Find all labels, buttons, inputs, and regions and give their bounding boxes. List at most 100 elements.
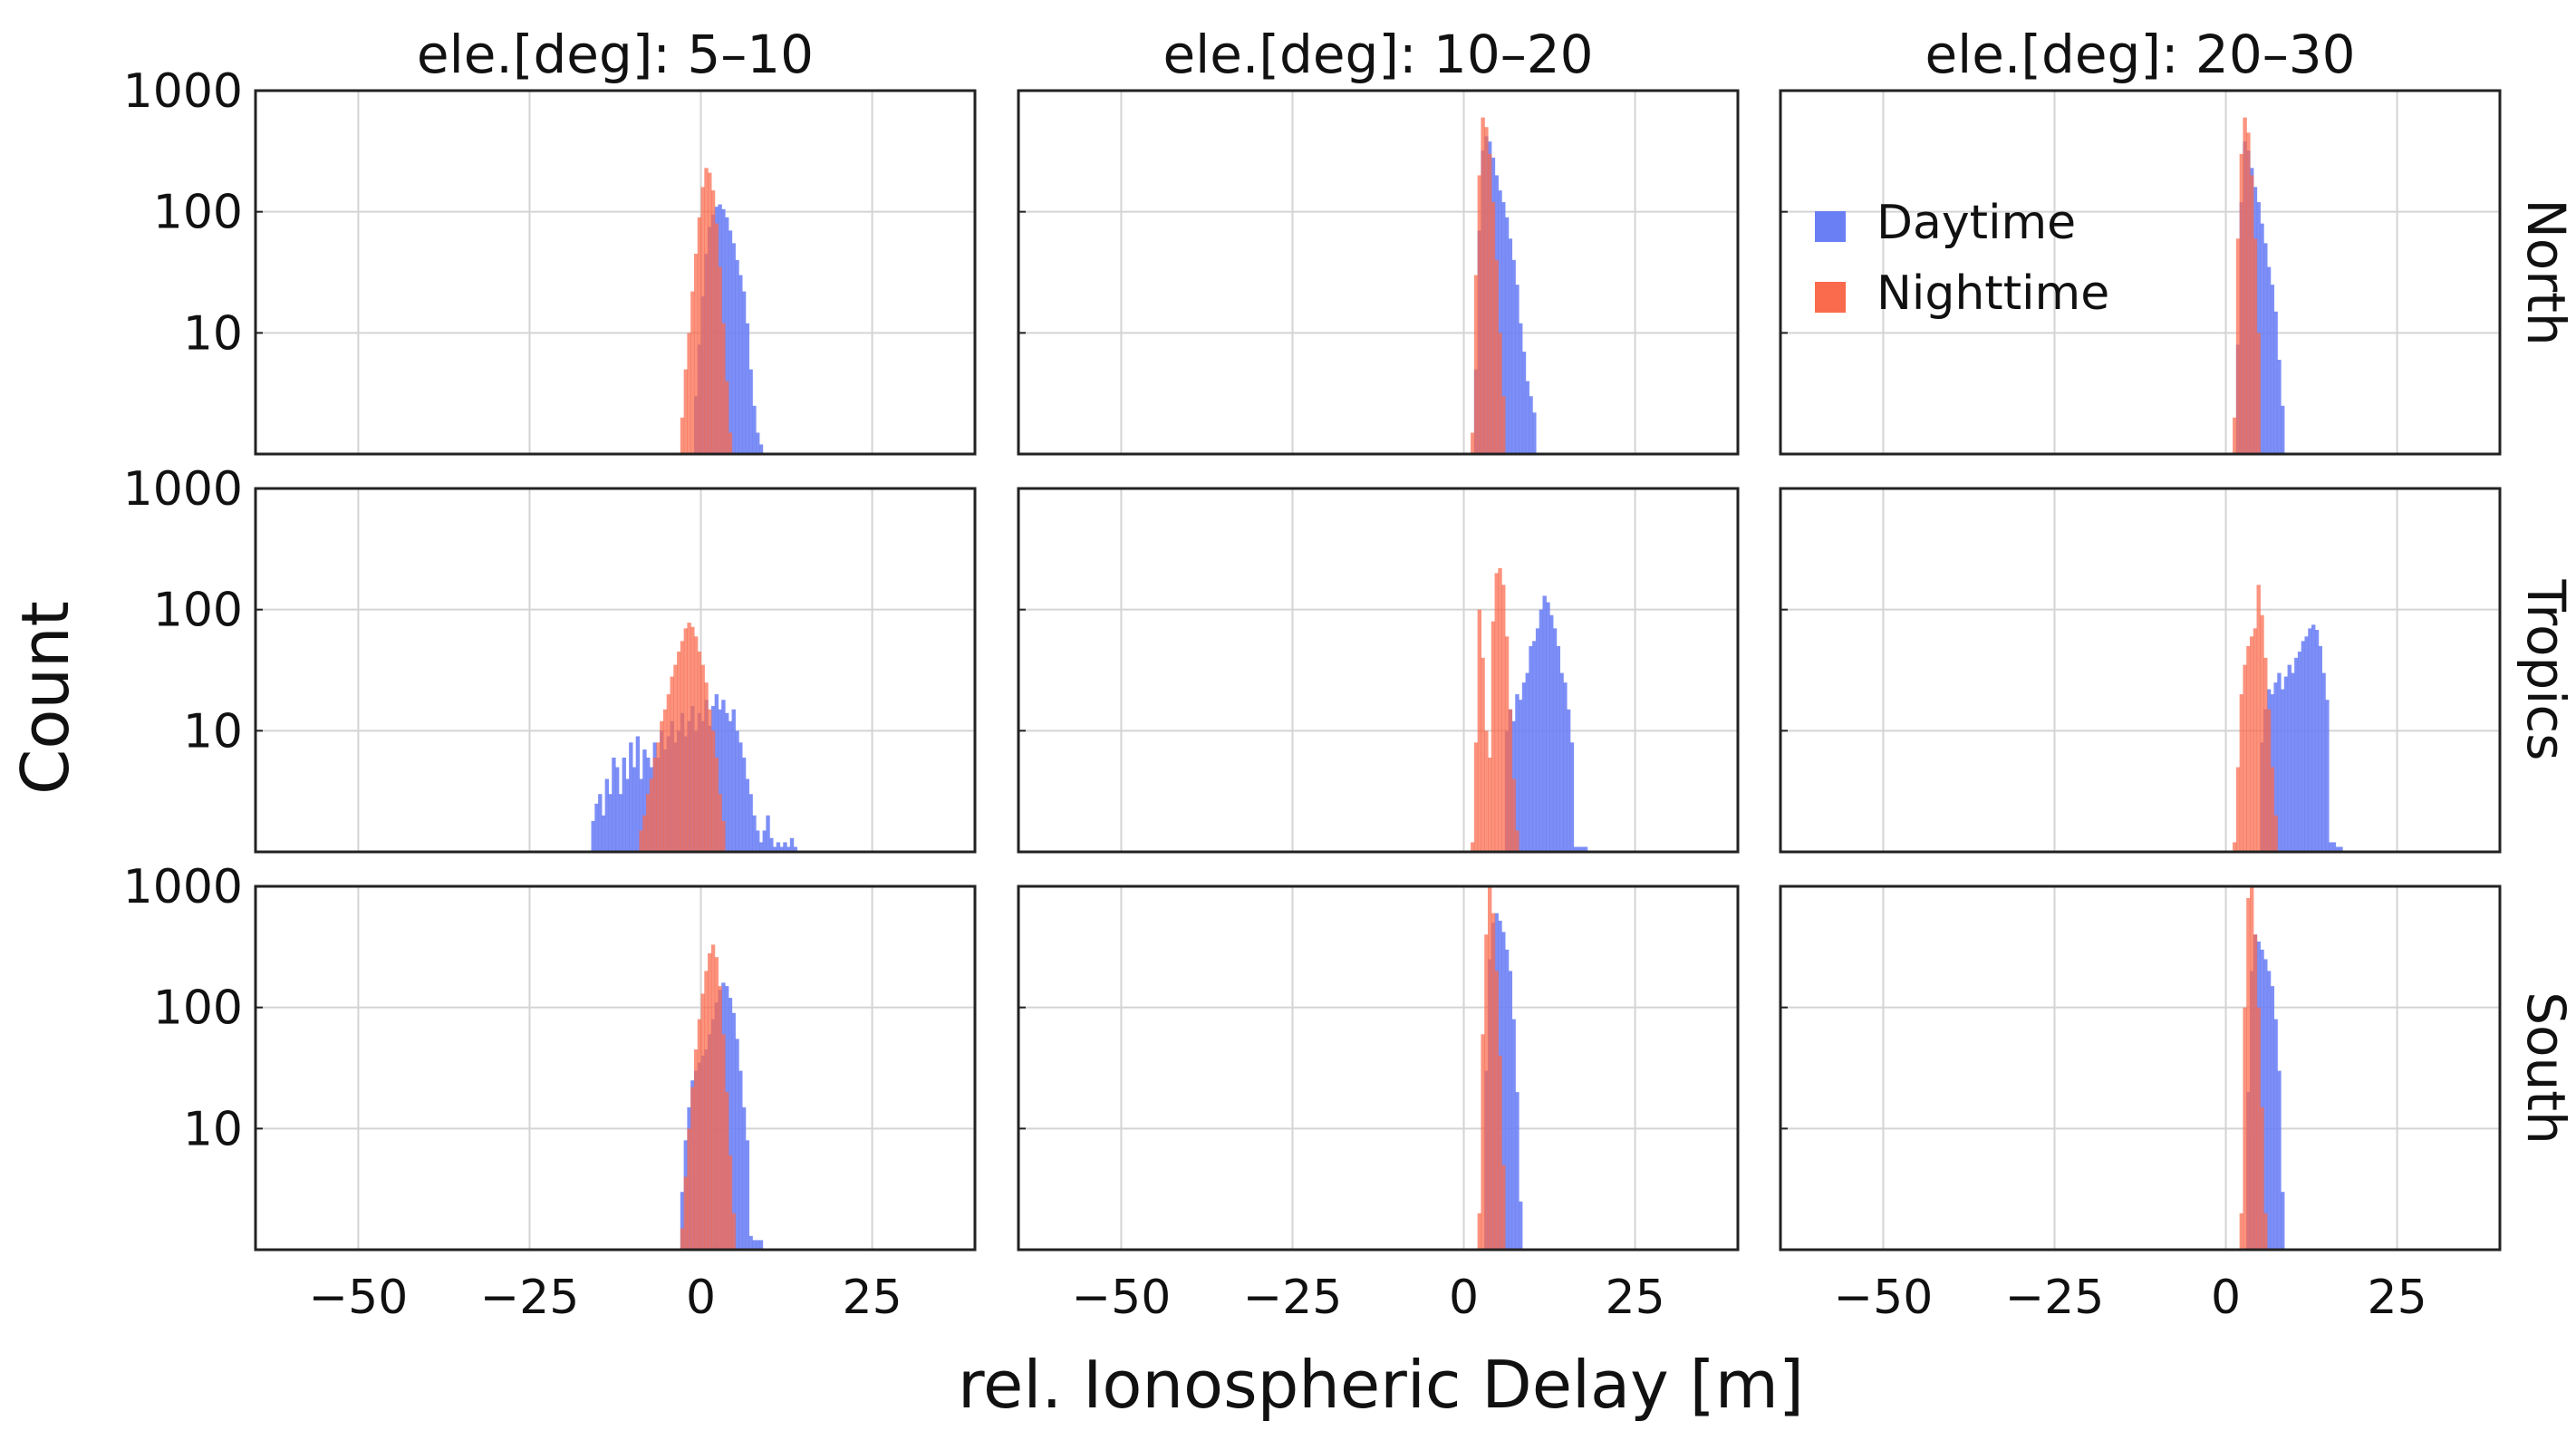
y-tick-label: 10 (183, 1102, 243, 1156)
bar-nighttime (646, 794, 651, 852)
bar-daytime (1504, 217, 1510, 454)
bar-nighttime (683, 628, 688, 852)
bar-daytime (731, 1012, 736, 1250)
bar-daytime (738, 275, 743, 454)
bar-nighttime (1501, 1165, 1506, 1250)
bar-nighttime (1494, 971, 1499, 1250)
bar-daytime (741, 291, 747, 454)
bar-nighttime (724, 1092, 729, 1250)
bar-daytime (789, 837, 795, 852)
bar-nighttime (690, 291, 695, 454)
bar-nighttime (2235, 238, 2241, 454)
bar-daytime (752, 815, 757, 852)
bar-daytime (1519, 323, 1523, 454)
bar-nighttime (2233, 417, 2237, 454)
bar-daytime (1515, 285, 1520, 454)
bar-nighttime (718, 266, 722, 454)
bar-daytime (1529, 396, 1533, 454)
bar-daytime (1532, 641, 1537, 852)
bar-nighttime (2263, 1213, 2268, 1250)
bar-daytime (756, 1240, 760, 1250)
bar-daytime (1583, 846, 1588, 852)
panel-frame (1779, 884, 2502, 1252)
bar-nighttime (1481, 657, 1485, 852)
bar-nighttime (639, 830, 643, 852)
bar-nighttime (1515, 830, 1520, 852)
bar-daytime (2287, 664, 2291, 852)
x-tick-label: 25 (2367, 1271, 2426, 1325)
bar-daytime (756, 432, 760, 454)
bar-daytime (591, 820, 595, 852)
bar-daytime (1539, 609, 1544, 852)
bar-daytime (1532, 412, 1537, 454)
bar-daytime (1569, 742, 1575, 852)
bar-nighttime (2256, 1007, 2261, 1250)
column-titles: ele.[deg]: 5–10 ele.[deg]: 10–20 ele.[deg]… (417, 24, 2356, 85)
bar-daytime (741, 1107, 747, 1250)
bar-daytime (1556, 645, 1560, 852)
bar-nighttime (710, 944, 716, 1250)
bar-daytime (2273, 682, 2278, 852)
row-label-north: North (2515, 198, 2576, 345)
x-tick-label: 25 (1605, 1271, 1664, 1325)
bar-daytime (758, 842, 764, 852)
bar-nighttime (1498, 333, 1502, 454)
bar-daytime (1566, 709, 1571, 852)
bar-nighttime (2243, 1007, 2247, 1250)
bar-daytime (772, 846, 777, 852)
bar-daytime (1546, 602, 1550, 852)
panel-frame (254, 89, 977, 456)
bar-daytime (632, 767, 637, 852)
bar-daytime (735, 1039, 739, 1250)
bar-daytime (731, 243, 736, 454)
x-tick-label: 25 (842, 1271, 902, 1325)
bar-daytime (1521, 352, 1527, 454)
bar-nighttime (2235, 767, 2241, 852)
bar-nighttime (1501, 585, 1506, 852)
y-tick-label: 1000 (123, 462, 243, 517)
bar-nighttime (2270, 767, 2275, 852)
legend-label-nighttime: Nighttime (1877, 266, 2109, 321)
histogram-bars (1471, 567, 1588, 852)
bar-nighttime (718, 794, 722, 852)
bar-nighttime (697, 652, 702, 852)
bar-daytime (2266, 971, 2272, 1250)
bar-nighttime (710, 730, 716, 852)
bar-nighttime (1487, 886, 1492, 1250)
bar-nighttime (700, 187, 705, 454)
x-tick-label: −25 (1243, 1271, 1343, 1325)
bar-daytime (758, 1240, 764, 1250)
x-tick-label: −25 (2005, 1271, 2105, 1325)
bar-nighttime (728, 1155, 733, 1250)
bar-nighttime (1491, 621, 1496, 852)
bar-nighttime (2266, 709, 2272, 852)
bar-nighttime (697, 1019, 702, 1250)
x-tick-label: 0 (686, 1271, 716, 1325)
bar-daytime (728, 230, 733, 454)
bar-daytime (1573, 846, 1577, 852)
bar-daytime (735, 259, 739, 454)
y-tick-label: 100 (153, 981, 243, 1036)
bar-nighttime (666, 694, 671, 852)
bar-daytime (793, 846, 797, 852)
bar-nighttime (721, 323, 726, 454)
bar-daytime (718, 709, 722, 852)
series-nighttime (1471, 117, 1506, 454)
bar-nighttime (1481, 1034, 1485, 1250)
bar-daytime (2270, 986, 2275, 1250)
bar-daytime (1501, 202, 1506, 454)
histogram-bars (2239, 886, 2285, 1250)
bar-nighttime (1511, 778, 1516, 852)
bar-daytime (748, 369, 753, 454)
bar-daytime (1563, 682, 1568, 852)
bar-nighttime (1487, 153, 1492, 454)
bar-nighttime (2260, 614, 2264, 852)
bar-daytime (601, 815, 606, 852)
bar-daytime (2277, 672, 2282, 852)
bar-nighttime (662, 709, 668, 852)
bar-daytime (2260, 949, 2264, 1250)
bar-daytime (1580, 846, 1585, 852)
bar-daytime (2339, 846, 2343, 852)
bar-daytime (2325, 700, 2330, 852)
bar-nighttime (1471, 432, 1475, 454)
